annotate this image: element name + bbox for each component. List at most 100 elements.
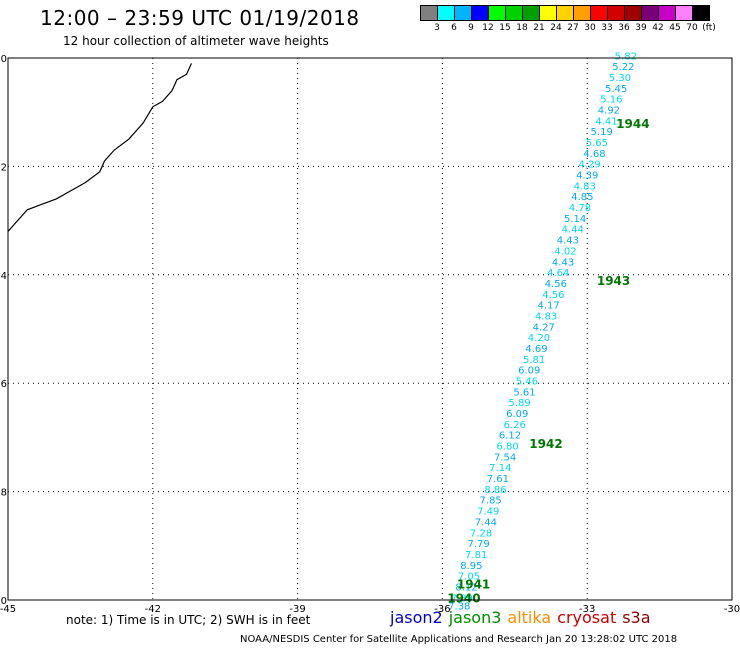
- legend-swatch-6: [523, 5, 540, 21]
- legend-swatch-3: [472, 5, 489, 21]
- swh-value: 5.65: [586, 138, 608, 149]
- legend-swatch-14: [659, 5, 676, 21]
- swh-value: 4.27: [533, 322, 555, 333]
- lon-tick-label: -39: [289, 604, 305, 615]
- mission-legend: jason2 jason3 altika cryosat s3a: [390, 608, 657, 627]
- pass-time-label: 1942: [529, 437, 562, 451]
- swh-value: 4.56: [545, 279, 567, 290]
- mission-cryosat: cryosat: [557, 608, 617, 627]
- swh-value: 4.29: [578, 160, 600, 171]
- swh-value: 7.79: [467, 539, 489, 550]
- legend-unit: (ft): [702, 23, 716, 33]
- axis-tick-labels: -45 -42 -39 -36 -33 -30 -20 -22 -24 -26 -28 -30: [0, 54, 740, 615]
- map-frame: [7, 57, 733, 601]
- pass-time-label: 1944: [616, 117, 649, 131]
- lat-tick-label: -30: [0, 596, 7, 607]
- swh-value: 5.30: [609, 73, 631, 84]
- swh-value: 5.45: [605, 84, 627, 95]
- pass-time-label: 1941: [457, 578, 490, 592]
- credit-line: NOAA/NESDIS Center for Satellite Applica…: [240, 634, 678, 645]
- pass-time-label: 1943: [597, 274, 630, 288]
- swh-value: 4.85: [571, 192, 593, 203]
- swh-value: 4.20: [528, 333, 550, 344]
- lat-tick-label: -20: [0, 54, 7, 65]
- swh-value: 4.92: [598, 105, 620, 116]
- swh-value: 7.49: [477, 507, 499, 518]
- legend-label-10: 33: [601, 23, 613, 33]
- map-subtitle: 12 hour collection of altimeter wave hei…: [63, 34, 329, 48]
- swh-value: 5.61: [513, 387, 535, 398]
- legend-swatch-4: [489, 5, 506, 21]
- swh-value: 7.44: [475, 517, 497, 528]
- legend-labels: 3 6 9 12 15 18 21 24 27 30 33 36 39 42 45 70 (ft): [420, 21, 716, 35]
- legend-label-2: 9: [468, 23, 474, 33]
- legend-swatch-5: [506, 5, 523, 21]
- swh-value: 4.43: [557, 236, 579, 247]
- legend-label-9: 30: [584, 23, 596, 33]
- legend-label-4: 15: [499, 23, 511, 33]
- legend-swatches: [420, 5, 710, 21]
- swh-value: 4.64: [547, 268, 569, 279]
- coastline: [7, 63, 192, 232]
- legend-label-3: 12: [482, 23, 494, 33]
- satellite-track: 5.825.225.305.455.164.924.415.195.654.68…: [447, 51, 649, 612]
- swh-value: 8.95: [460, 561, 482, 572]
- legend-label-6: 21: [533, 23, 545, 33]
- swh-value: 4.83: [535, 311, 557, 322]
- swh-value: 4.39: [576, 171, 598, 182]
- swh-value: 4.83: [574, 181, 596, 192]
- lon-tick-label: -45: [0, 604, 16, 615]
- legend-swatch-2: [455, 5, 472, 21]
- pass-time-label: 1940: [447, 591, 480, 605]
- lat-tick-label: -22: [0, 162, 7, 173]
- lat-tick-label: -26: [0, 379, 7, 390]
- swh-value: 4.78: [569, 203, 591, 214]
- swh-value: 4.56: [542, 290, 564, 301]
- legend-label-8: 27: [567, 23, 579, 33]
- swh-value: 5.89: [508, 398, 530, 409]
- lon-tick-label: -42: [145, 604, 161, 615]
- legend-label-0: 3: [434, 23, 440, 33]
- swh-value: 8.86: [484, 485, 506, 496]
- legend-swatch-12: [625, 5, 642, 21]
- legend-swatch-13: [642, 5, 659, 21]
- lon-tick-label: -36: [434, 604, 450, 615]
- swh-value: 4.44: [562, 225, 584, 236]
- legend-swatch-0: [420, 5, 438, 21]
- legend-label-15: 70: [686, 23, 698, 33]
- swh-value: 7.28: [470, 528, 492, 539]
- swh-value: 5.82: [615, 51, 637, 62]
- mission-altika: altika: [507, 608, 552, 627]
- swh-value: 4.17: [537, 301, 559, 312]
- graticule: [7, 57, 733, 601]
- swh-value: 5.46: [516, 376, 538, 387]
- legend-swatch-15: [676, 5, 693, 21]
- mission-s3a: s3a: [622, 608, 651, 627]
- swh-value: 4.68: [583, 149, 605, 160]
- lat-tick-label: -24: [0, 271, 7, 282]
- lon-tick-label: -33: [579, 604, 595, 615]
- swh-value: 6.26: [504, 420, 526, 431]
- swh-value: 6.80: [496, 442, 518, 453]
- legend-swatch-8: [557, 5, 574, 21]
- legend-swatch-11: [608, 5, 625, 21]
- swh-value: 4.69: [525, 344, 547, 355]
- legend-label-5: 18: [516, 23, 528, 33]
- legend-swatch-9: [574, 5, 591, 21]
- swh-value: 4.02: [554, 246, 576, 257]
- swh-value: 5.14: [564, 214, 586, 225]
- map-title: 12:00 – 23:59 UTC 01/19/2018: [40, 6, 360, 30]
- swh-value: 7.54: [494, 452, 516, 463]
- mission-jason2: jason2: [390, 608, 443, 627]
- swh-value: 6.09: [506, 409, 528, 420]
- swh-value: 4.41: [595, 116, 617, 127]
- swh-value: 7.38: [448, 601, 470, 612]
- legend-swatch-1: [438, 5, 455, 21]
- footer-note: note: 1) Time is in UTC; 2) SWH is in fe…: [66, 613, 311, 627]
- legend-label-14: 45: [669, 23, 681, 33]
- legend-swatch-7: [540, 5, 557, 21]
- legend-swatch-16: [693, 5, 710, 21]
- legend-label-12: 39: [635, 23, 647, 33]
- legend-label-1: 6: [451, 23, 457, 33]
